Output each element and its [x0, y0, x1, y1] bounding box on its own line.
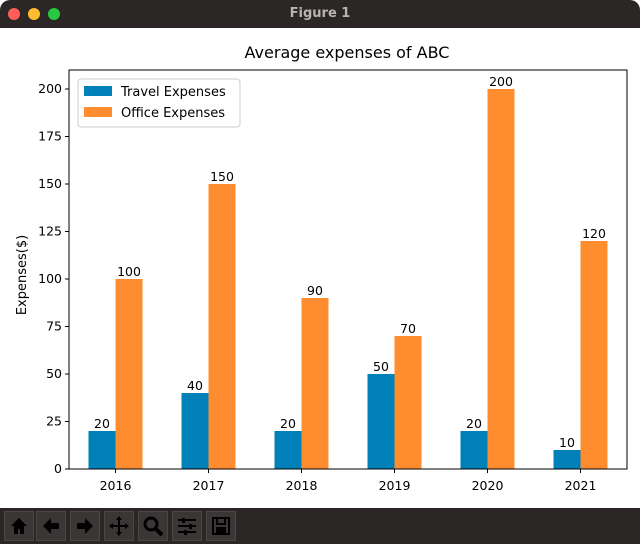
x-tick-label: 2017	[193, 478, 225, 493]
bar-value-label: 200	[489, 74, 513, 89]
bar-chart: Average expenses of ABC Expenses($) 0 25 5…	[15, 43, 628, 493]
y-tick-label: 175	[38, 129, 62, 144]
y-axis-label: Expenses($)	[15, 235, 30, 315]
bar-office-expenses	[115, 279, 143, 469]
home-button[interactable]	[4, 511, 34, 541]
zoom-button[interactable]	[138, 511, 168, 541]
bar-value-label: 20	[466, 416, 482, 431]
maximize-window-button[interactable]	[48, 8, 60, 20]
save-button[interactable]	[206, 511, 236, 541]
chart-title: Average expenses of ABC	[245, 43, 450, 62]
bar-value-label: 100	[117, 264, 141, 279]
configure-subplots-icon	[178, 518, 196, 535]
bar-office-expenses	[208, 184, 236, 469]
window-titlebar: Figure 1	[0, 0, 640, 28]
bar-value-label: 120	[582, 226, 606, 241]
bar-office-expenses	[580, 241, 608, 469]
bar-value-label: 150	[210, 169, 234, 184]
bar-value-label: 10	[559, 435, 575, 450]
bar-office-expenses	[301, 298, 329, 469]
bar-travel-expenses	[181, 393, 209, 469]
x-tick-label: 2021	[565, 478, 597, 493]
window-title: Figure 1	[289, 6, 351, 21]
legend-swatch	[84, 86, 112, 96]
y-tick-label: 0	[54, 461, 62, 476]
bar-value-label: 90	[307, 283, 323, 298]
bar-travel-expenses	[367, 374, 395, 469]
bar-office-expenses	[487, 89, 515, 469]
x-tick-label: 2016	[100, 478, 132, 493]
y-tick-label: 75	[46, 319, 62, 334]
back-button[interactable]	[36, 511, 66, 541]
minimize-window-button[interactable]	[28, 8, 40, 20]
bar-value-label: 20	[280, 416, 296, 431]
bar-office-expenses	[394, 336, 422, 469]
close-window-button[interactable]	[8, 8, 20, 20]
pan-button[interactable]	[104, 511, 134, 541]
legend-swatch	[84, 107, 112, 117]
legend-box	[77, 78, 241, 128]
save-icon	[212, 517, 230, 535]
bar-value-label: 70	[400, 321, 416, 336]
home-icon	[11, 518, 27, 534]
bar-travel-expenses	[553, 450, 581, 469]
forward-button[interactable]	[70, 511, 100, 541]
configure-subplots-button[interactable]	[172, 511, 202, 541]
legend-label: Office Expenses	[121, 106, 225, 121]
y-tick-label: 50	[46, 366, 62, 381]
forward-arrow-icon	[77, 518, 93, 534]
legend-label: Travel Expenses	[120, 85, 226, 100]
bar-travel-expenses	[460, 431, 488, 469]
bar-value-label: 50	[373, 359, 389, 374]
bar-travel-expenses	[88, 431, 116, 469]
y-tick-label: 200	[38, 81, 62, 96]
pan-icon	[109, 516, 129, 536]
bar-travel-expenses	[274, 431, 302, 469]
bar-value-label: 20	[94, 416, 110, 431]
zoom-icon	[143, 516, 164, 537]
y-tick-label: 25	[46, 414, 62, 429]
figure-canvas: Average expenses of ABC Expenses($) 0 25 5…	[0, 28, 640, 508]
x-tick-label: 2019	[379, 478, 411, 493]
y-tick-label: 125	[38, 224, 62, 239]
navigation-toolbar	[0, 508, 640, 544]
x-tick-label: 2020	[472, 478, 504, 493]
back-arrow-icon	[43, 518, 59, 534]
y-tick-label: 100	[38, 271, 62, 286]
plot-frame	[68, 69, 628, 470]
x-tick-label: 2018	[286, 478, 318, 493]
bar-value-label: 40	[187, 378, 203, 393]
y-tick-label: 150	[38, 176, 62, 191]
